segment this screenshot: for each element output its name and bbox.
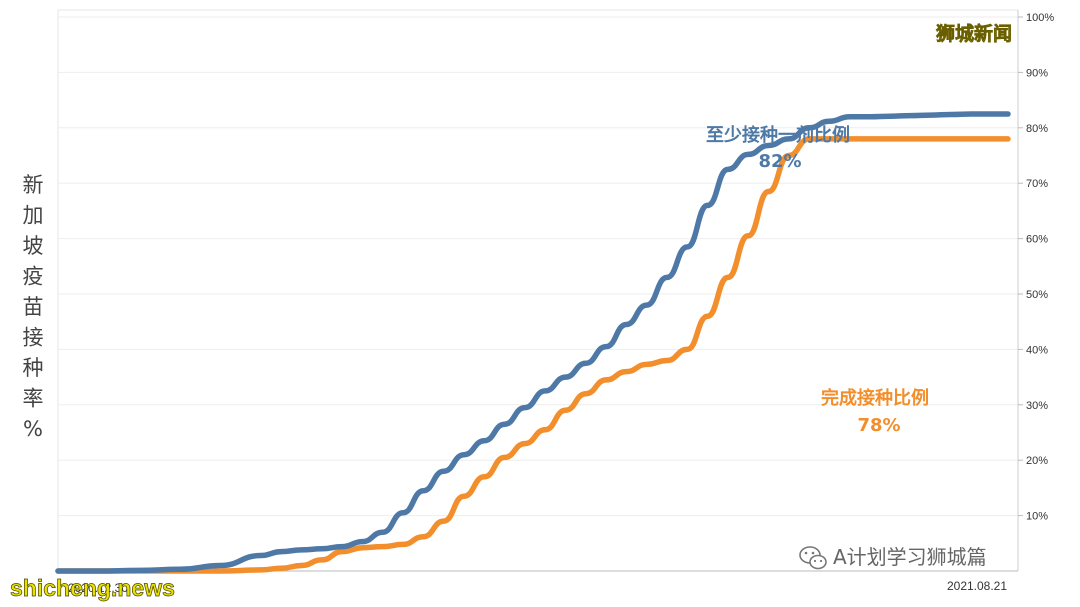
annotation-full-dose-label: 完成接种比例 [821,387,929,409]
x-tick-label-end: 2021.08.21 [947,579,1007,593]
y-axis-label-char: % [23,417,43,441]
y-tick-label: 30% [1026,400,1048,412]
y-axis-label-char: 率 [23,387,44,411]
y-tick-label: 60% [1026,234,1048,246]
y-tick-label: 70% [1026,178,1048,190]
y-tick-labels: 10% 20% 30% 40% 50% 60% 70% 80% 90% 100% [1018,12,1054,523]
y-tick-label: 10% [1026,511,1048,523]
watermark: A计划学习狮城篇 [799,545,987,570]
series-lines [55,111,1011,574]
y-axis-label-char: 坡 [23,234,44,258]
site-watermark: shicheng.news [10,575,175,601]
y-axis-label-char: 苗 [23,295,44,319]
x-tick-label-start: 2020.12.30 [68,581,128,595]
annotation-first-dose-value: 82% [758,151,801,172]
y-axis-label-char: 种 [23,356,44,380]
y-tick-label: 90% [1026,67,1048,79]
y-tick-label: 50% [1026,289,1048,301]
y-axis-label-char: 疫 [23,265,44,289]
y-axis-label-char: 加 [23,204,44,228]
y-tick-label: 20% [1026,455,1048,467]
annotation-full-dose-value: 78% [857,415,900,436]
wechat-icon [799,546,827,570]
series-line-2 [55,136,1011,574]
y-tick-label: 40% [1026,344,1048,356]
series-line-1 [55,111,1011,574]
y-axis-label-char: 接 [23,326,44,350]
y-tick-label: 100% [1026,12,1054,24]
brand-logo-text: 狮城新闻 [936,22,1012,45]
annotation-first-dose-label: 至少接种一剂比例 [706,124,850,146]
y-axis-label-char: 新 [23,173,44,197]
watermark-text: A计划学习狮城篇 [833,545,987,569]
y-tick-label: 80% [1026,123,1048,135]
grid-lines [58,16,1018,517]
